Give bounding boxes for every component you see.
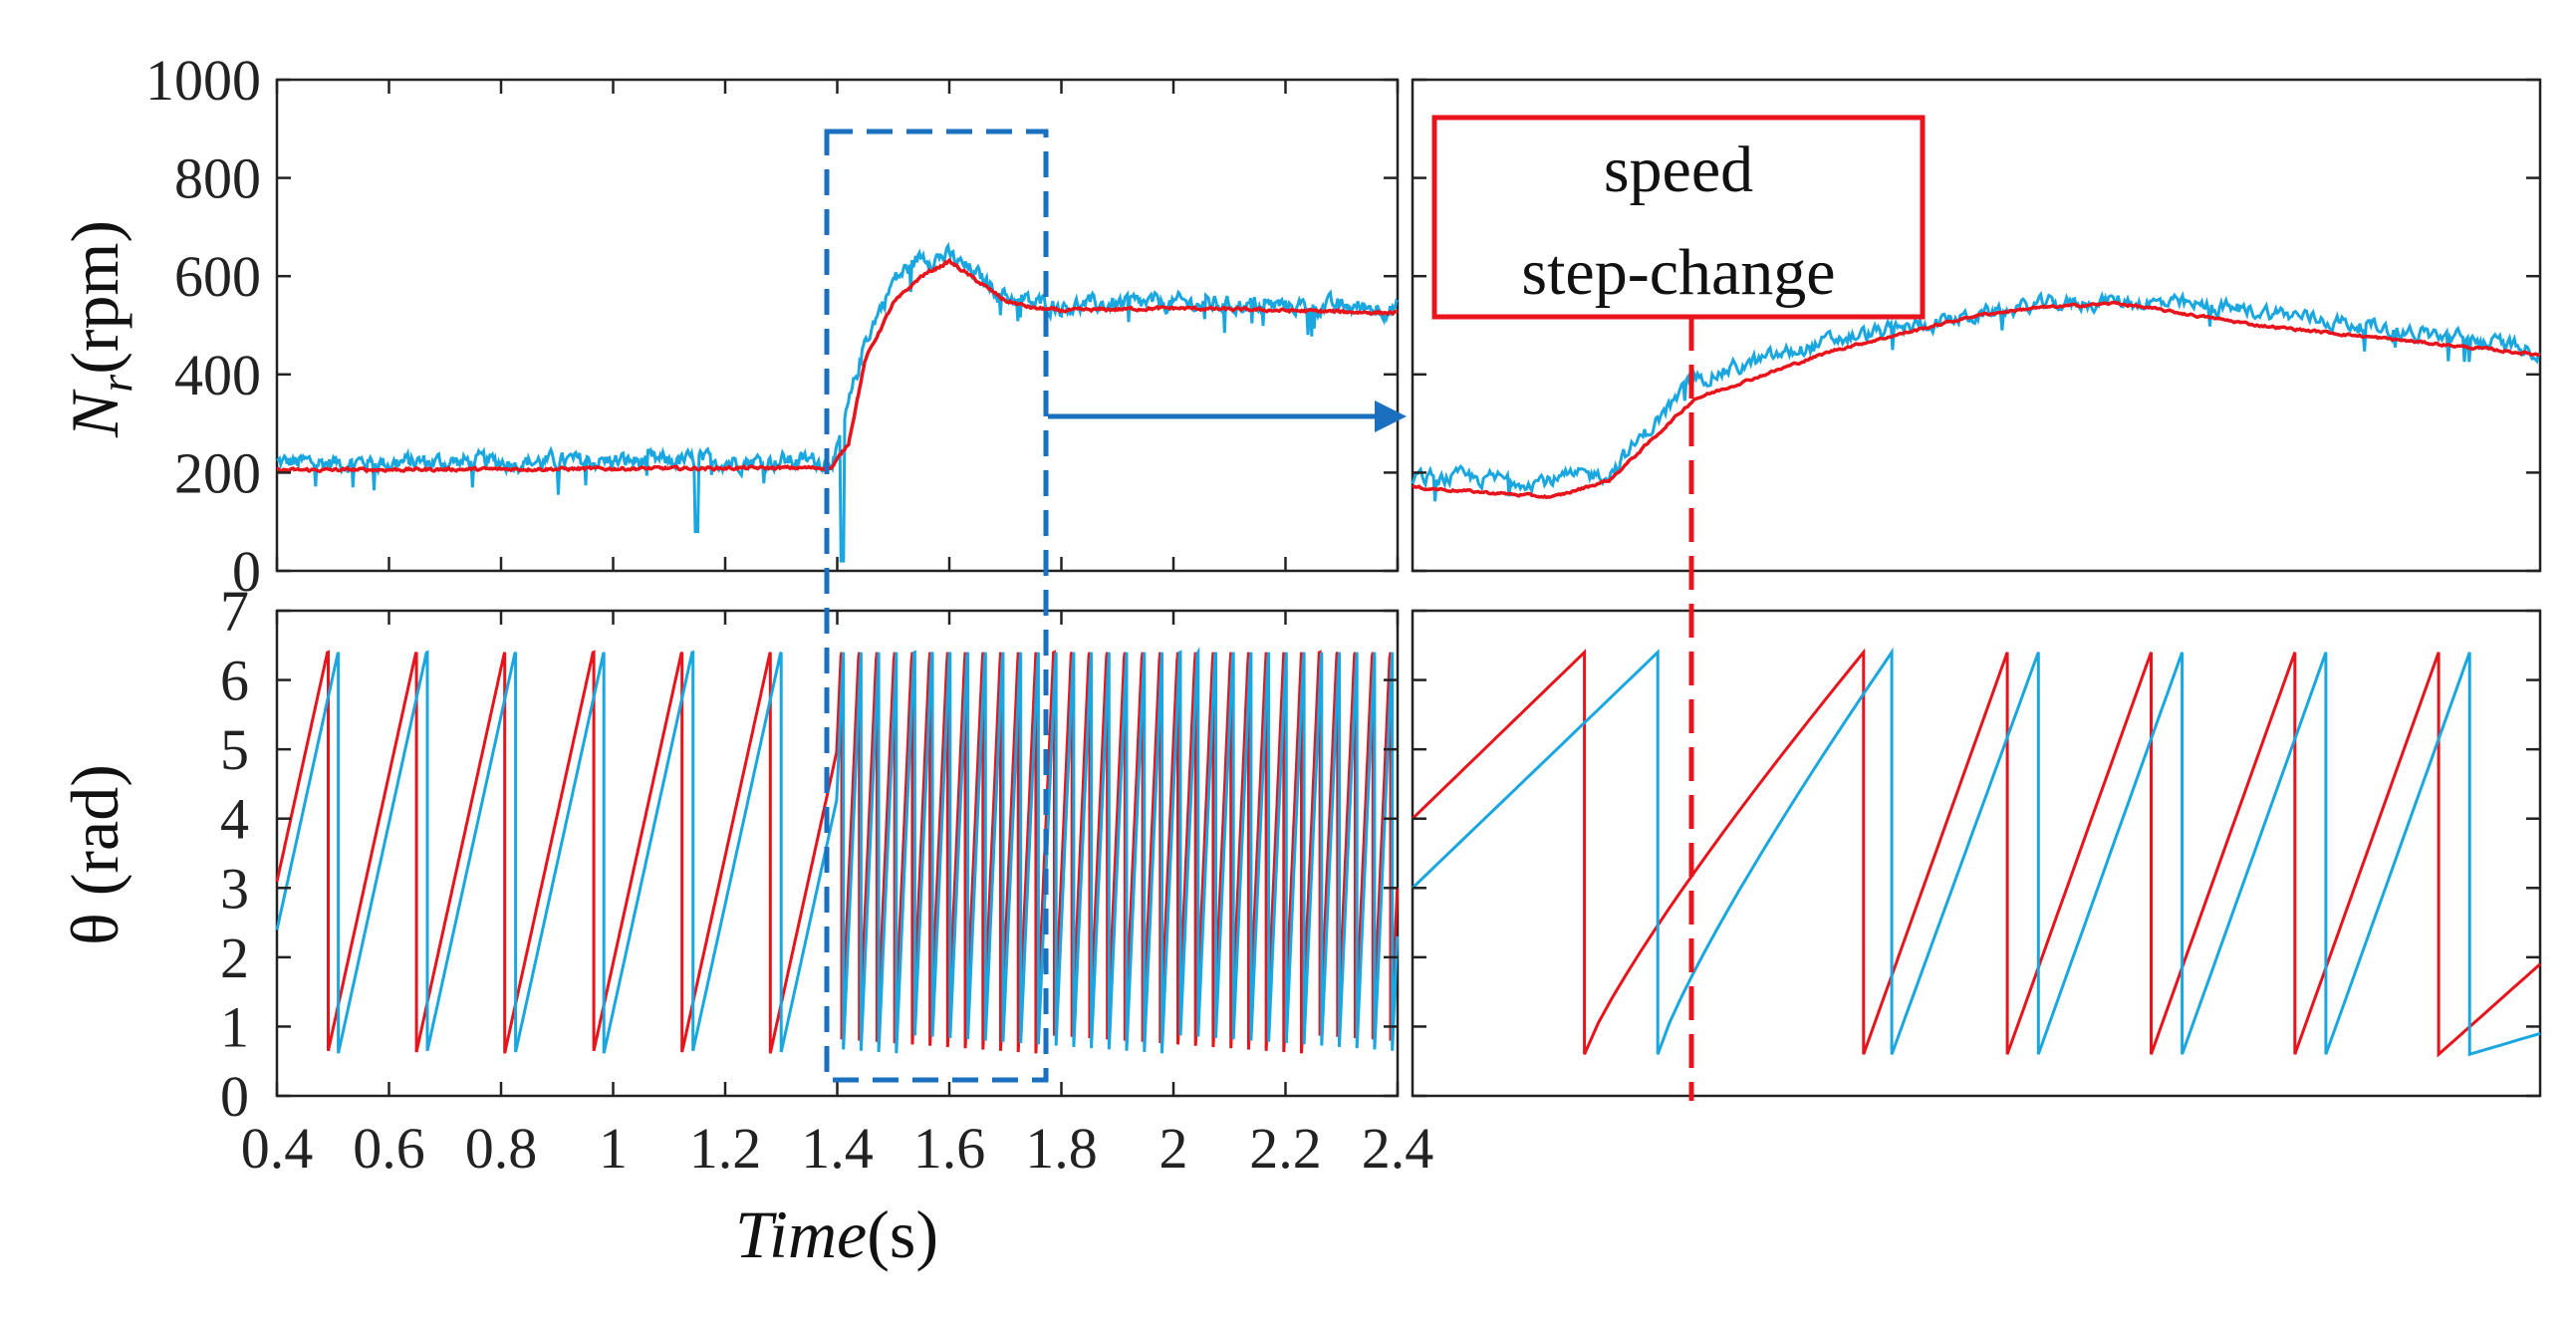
zoom-region-box — [824, 129, 1049, 1083]
angle-ytick-label: 1 — [220, 994, 249, 1059]
time-xlabel-main: Time — [735, 1196, 867, 1272]
speed-ytick-label: 0 — [232, 539, 261, 604]
speed-ytick-label: 1000 — [145, 48, 261, 113]
speed-line-measured-speed — [1411, 290, 2541, 502]
speed-ylabel-main: N — [57, 389, 132, 438]
annotation-line-2: step-change — [1521, 236, 1835, 309]
time-xtick-label: 1.6 — [913, 1116, 986, 1181]
time-xlabel: Time(s) — [735, 1196, 938, 1272]
speed-full-frame — [275, 78, 1400, 573]
angle-ytick-label: 0 — [220, 1064, 249, 1129]
step-change-annotation-box — [1431, 115, 1926, 320]
time-xtick-label: 2.4 — [1362, 1116, 1434, 1181]
time-xtick-label: 1.8 — [1025, 1116, 1098, 1181]
zoom-angle-line-measured-angle — [1411, 647, 2541, 1057]
time-xtick-label: 0.4 — [241, 1116, 314, 1181]
speed-full-plot — [276, 241, 1400, 563]
angle-ylabel: θ (rad) — [57, 764, 132, 945]
angle-line-estimated-angle — [275, 650, 1400, 1054]
time-xtick-label: 0.8 — [465, 1116, 538, 1181]
speed-line-estimated-speed — [276, 257, 1399, 474]
angle-ytick-label: 2 — [220, 926, 249, 990]
time-xtick-label: 1.2 — [689, 1116, 762, 1181]
speed-ytick-label: 400 — [174, 343, 261, 407]
angle-ytick-label: 4 — [220, 787, 249, 852]
annotation-line-1: speed — [1604, 133, 1753, 206]
angle-ytick-label: 3 — [220, 856, 249, 921]
speed-ylabel-unit: (rpm) — [57, 220, 132, 375]
speed-ytick-label: 800 — [174, 146, 261, 211]
speed-ylabel-sub: r — [91, 374, 141, 393]
angle-line-measured-angle — [275, 646, 1400, 1054]
angle-zoom-frame — [1411, 609, 2542, 1098]
angle-full-plot — [275, 646, 1400, 1054]
angle-ytick-label: 5 — [220, 717, 249, 782]
speed-line-estimated-speed — [1412, 300, 2541, 500]
speed-ytick-label: 600 — [174, 244, 261, 309]
time-xtick-label: 1.4 — [801, 1116, 874, 1181]
speed-zoom-frame — [1411, 78, 2542, 573]
time-xtick-label: 2.2 — [1249, 1116, 1322, 1181]
zoom-arrow-head — [1375, 400, 1407, 432]
time-xlabel-unit: (s) — [867, 1196, 938, 1272]
angle-zoom-plot — [1411, 647, 2541, 1058]
speed-zoom-plot — [1411, 290, 2541, 502]
speed-ylabel: Nr(rpm) — [57, 220, 141, 438]
angle-ytick-label: 6 — [220, 649, 249, 713]
zoom-angle-line-estimated-angle — [1411, 648, 2541, 1058]
time-xtick-label: 0.6 — [353, 1116, 425, 1181]
time-xtick-label: 2 — [1159, 1116, 1188, 1181]
angle-ytick-label: 7 — [220, 579, 249, 644]
time-xtick-label: 1 — [599, 1116, 628, 1181]
speed-ytick-label: 200 — [174, 440, 261, 505]
speed-line-measured-speed — [276, 241, 1400, 563]
